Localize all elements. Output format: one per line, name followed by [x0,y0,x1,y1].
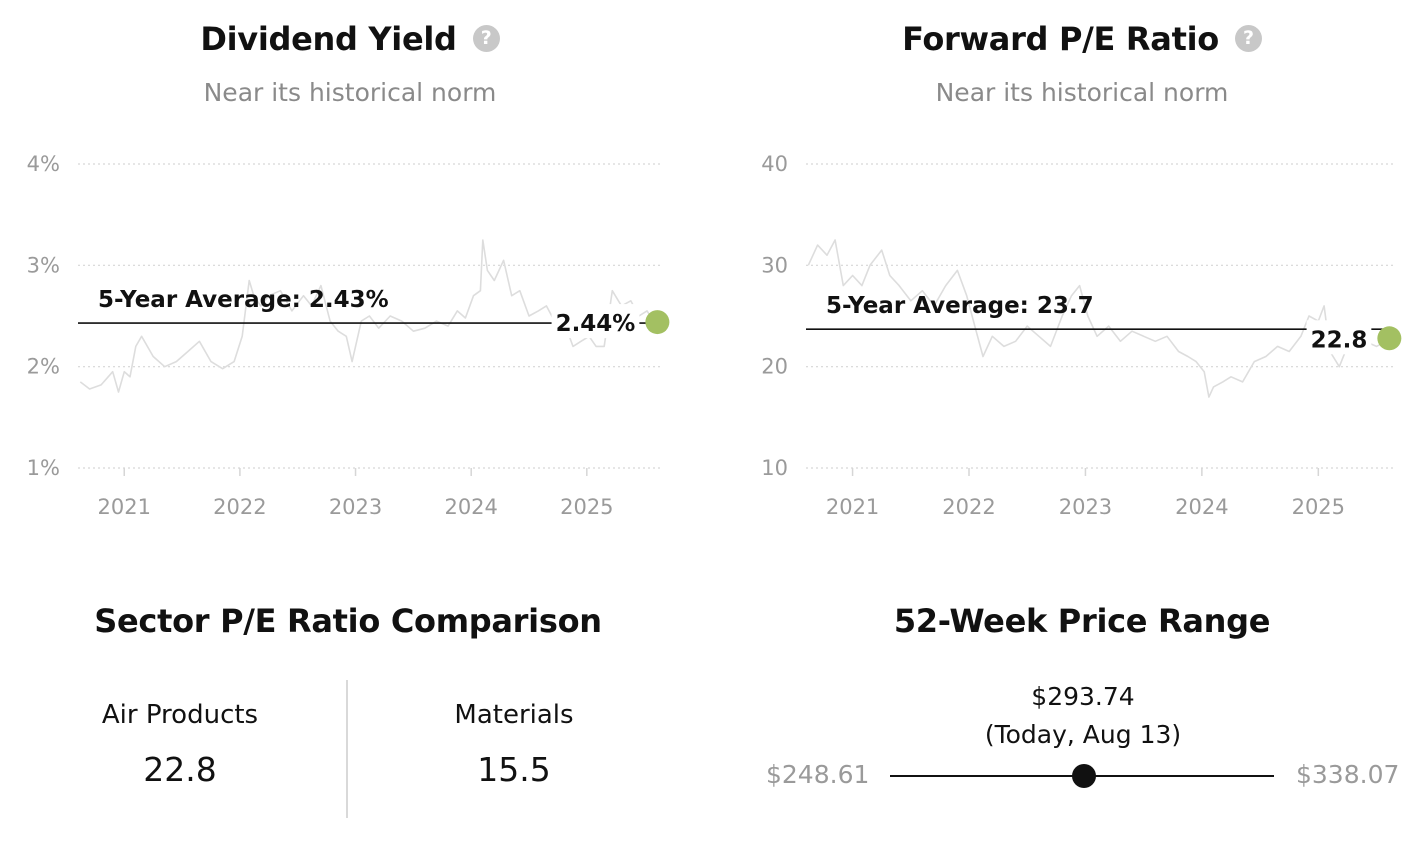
x-tick-label: 2024 [1175,495,1228,519]
x-tick-label: 2025 [560,495,613,519]
average-label: 5-Year Average: 23.7 [826,293,1094,319]
question-circle-icon[interactable]: ? [472,25,500,52]
range-high-price: $338.07 [1296,760,1400,789]
x-tick-label: 2025 [1292,495,1345,519]
history-series-line [807,239,1390,398]
x-tick-label: 2021 [826,495,879,519]
company-label: Air Products [101,700,259,730]
x-tick-label: 2023 [1059,495,1112,519]
price-range-title: 52-Week Price Range [893,602,1271,640]
average-label: 5-Year Average: 2.43% [98,287,389,313]
current-price-marker [1071,764,1096,788]
y-tick-label: 40 [761,152,788,176]
current-value-label: 22.8 [1311,327,1368,353]
dividend-yield-title: Dividend Yield? [0,20,700,58]
x-tick-label: 2022 [213,495,266,519]
sector-column-company: Air Products 22.8 [40,700,320,789]
dividend-yield-subtitle: Near its historical norm [203,78,497,107]
forward-pe-title-text: Forward P/E Ratio [902,20,1219,58]
forward-pe-panel: Forward P/E Ratio? Near its historical n… [730,0,1418,540]
x-tick-label: 2024 [444,495,497,519]
sector-comparison-title: Sector P/E Ratio Comparison [94,602,602,640]
current-price: $293.74 [1031,682,1135,711]
forward-pe-subtitle: Near its historical norm [935,78,1229,107]
x-tick-label: 2022 [942,495,995,519]
sector-column-materials: Materials 15.5 [374,700,654,789]
forward-pe-chart: 10 20 30 40 2021 2022 2023 2024 2025 5-Year Avera… [761,152,1402,519]
current-value-label: 2.44% [556,311,636,337]
dividend-yield-title-text: Dividend Yield [200,20,457,58]
question-circle-icon[interactable]: ? [1234,25,1262,52]
y-tick-label: 30 [761,253,788,277]
sector-pe-value: 15.5 [477,750,551,789]
x-tick-label: 2021 [98,495,151,519]
y-tick-label: 3% [27,253,60,277]
current-value-dot [1377,326,1402,351]
y-tick-label: 20 [761,355,788,379]
x-tick-label: 2023 [329,495,382,519]
forward-pe-title: Forward P/E Ratio? [730,20,1418,58]
company-pe-value: 22.8 [143,750,217,789]
current-label-background [1306,320,1372,355]
y-tick-label: 2% [27,355,60,379]
history-series-line [79,239,658,393]
y-tick-label: 1% [27,456,60,480]
range-low-price: $248.61 [766,760,870,789]
current-label-background [551,304,640,339]
dividend-yield-panel: Dividend Yield? Near its historical norm [0,0,700,540]
current-price-label: $293.74 (Today, Aug 13) [940,678,1226,754]
dividend-yield-chart: 1% 2% 3% 4% 2021 2022 2023 2024 2025 5-Year Avera… [27,152,670,519]
current-price-date: (Today, Aug 13) [984,720,1182,749]
comparison-divider [346,680,348,818]
y-tick-label: 10 [761,456,788,480]
sector-label: Materials [454,700,574,730]
y-tick-label: 4% [27,152,60,176]
current-value-dot [645,310,670,335]
